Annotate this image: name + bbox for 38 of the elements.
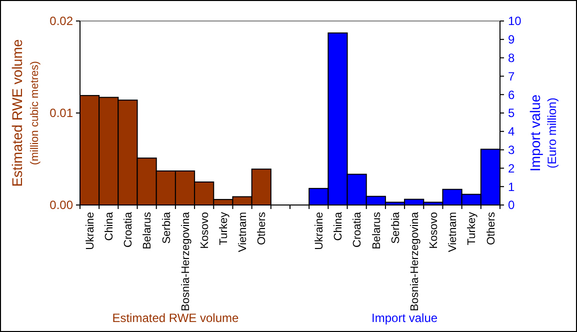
x-tick-label: Turkey bbox=[466, 212, 478, 246]
y2-tick-label: 3 bbox=[508, 143, 515, 157]
y2-tick-label: 8 bbox=[508, 51, 515, 65]
y2-axis-title: Import value (Euro million) bbox=[527, 94, 559, 172]
x-tick-label: Belarus bbox=[370, 212, 383, 250]
x-tick-label: Vietnam bbox=[237, 212, 250, 252]
x-tick-label: Kosovo bbox=[198, 212, 211, 249]
y2-tick-label: 5 bbox=[508, 106, 515, 120]
y-axis-title: Estimated RWE volume (million cubic metres) bbox=[9, 39, 41, 187]
x-tick-label: Bosnia-Herzegovina bbox=[180, 211, 192, 312]
x-tick-label: Croatia bbox=[122, 211, 135, 248]
x-tick-label: Croatia bbox=[352, 211, 364, 248]
y2-tick-label: 10 bbox=[508, 14, 522, 28]
y-tick-label: 0.02 bbox=[50, 14, 74, 28]
x-tick-label: Bosnia-Herzegovina bbox=[408, 211, 421, 312]
x-tick-label: Others bbox=[485, 212, 498, 246]
x-tick-label: Vietnam bbox=[447, 212, 460, 252]
x-tick-label: Serbia bbox=[390, 211, 402, 244]
text: Estimated RWE volume bbox=[112, 311, 240, 325]
y2-tick-label: 0 bbox=[508, 198, 515, 212]
x-tick-label: Serbia bbox=[160, 211, 173, 244]
text: Import value bbox=[372, 311, 438, 325]
x-tick-label: Belarus bbox=[142, 212, 154, 250]
y2-tick-label: 1 bbox=[508, 180, 515, 194]
y2-tick-label: 4 bbox=[508, 124, 515, 139]
x-tick-label: Turkey bbox=[218, 212, 230, 246]
y-tick-label: 0.01 bbox=[50, 106, 74, 120]
x-tick-label: Ukraine bbox=[313, 212, 326, 250]
x-tick-label: Ukraine bbox=[84, 212, 96, 250]
y2-tick-label: 7 bbox=[508, 69, 515, 84]
y2-tick-label: 2 bbox=[508, 161, 515, 176]
y2-tick-label: 6 bbox=[508, 88, 515, 102]
y2-tick-label: 9 bbox=[508, 32, 515, 47]
x-tick-label: China bbox=[332, 211, 345, 241]
x-tick-label: Kosovo bbox=[428, 212, 440, 249]
x-tick-label: China bbox=[103, 211, 116, 241]
x-tick-label: Others bbox=[256, 212, 268, 246]
y-tick-label: 0.00 bbox=[50, 198, 74, 212]
